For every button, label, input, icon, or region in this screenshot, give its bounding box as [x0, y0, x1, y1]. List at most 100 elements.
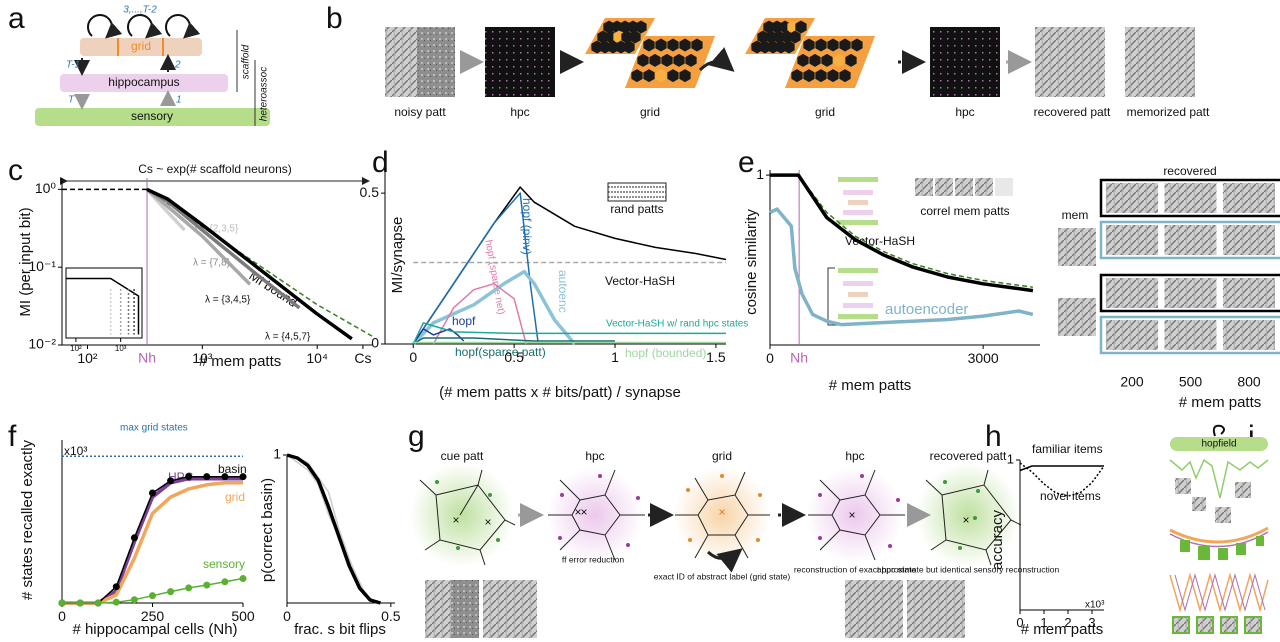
decoration — [976, 489, 980, 493]
decoration — [1236, 543, 1246, 555]
decoration — [419, 469, 516, 566]
series-line — [770, 173, 1034, 293]
decoration: × — [580, 505, 587, 519]
label: grid — [640, 105, 660, 119]
x-tick-label: 10³ — [192, 350, 213, 366]
image-thumb — [1106, 183, 1158, 213]
grid-cell — [643, 69, 655, 83]
decoration — [935, 178, 953, 196]
decoration — [1220, 616, 1238, 634]
series-line — [769, 207, 1034, 327]
label: 3,...,T-2 — [123, 5, 157, 16]
decoration — [435, 480, 439, 484]
panel-a: grid 3,...,T-2 hippocampus sensory T-1 2… — [35, 5, 270, 126]
x-tick-label: 0 — [766, 350, 774, 366]
panel-b: noisy patt hpc grid grid hpc recovered p… — [385, 18, 1210, 119]
decoration — [720, 474, 724, 478]
grid-cell — [679, 69, 691, 83]
series-line — [411, 269, 577, 346]
image-thumb — [1223, 183, 1275, 213]
label: # mem patts — [1179, 394, 1262, 411]
series-line — [146, 187, 353, 341]
panel-label: a — [8, 2, 25, 35]
decoration — [435, 480, 980, 550]
decoration — [848, 292, 868, 297]
label: cue patt — [441, 449, 484, 463]
label: 1 — [176, 95, 182, 106]
decoration — [955, 178, 973, 196]
decoration — [1172, 616, 1262, 634]
point — [130, 534, 138, 542]
label: hopfield — [1201, 439, 1236, 450]
decoration: 2005008003600 — [1106, 183, 1275, 390]
label: x10³ — [1085, 600, 1105, 611]
label: grid — [225, 490, 245, 504]
decoration — [818, 493, 822, 497]
label: # mem patts — [199, 353, 282, 370]
decoration — [35, 108, 270, 126]
image-thumb — [1164, 320, 1217, 350]
image-thumb — [1106, 225, 1158, 255]
grid-cell — [809, 53, 821, 67]
decoration — [560, 493, 564, 497]
decoration — [1099, 178, 1280, 218]
label: # hippocampal cells (Nh) — [72, 621, 237, 638]
label: MI/synapse — [389, 217, 406, 294]
decoration — [1169, 458, 1269, 499]
grid-cell — [783, 40, 795, 54]
decoration — [1058, 298, 1096, 336]
label: recovered patt — [1034, 105, 1111, 119]
label: hopf (pinv) — [520, 198, 534, 255]
x-tick-label: 0 — [58, 608, 66, 624]
decoration — [488, 493, 492, 497]
decoration — [675, 471, 770, 559]
point — [203, 473, 211, 481]
series-line — [412, 337, 615, 345]
image-thumb — [1164, 225, 1217, 255]
series-line — [1019, 465, 1104, 472]
grid-cell — [637, 53, 649, 67]
x-tick-label: 0 — [1016, 615, 1023, 630]
x-tick-label: 10⁴ — [306, 350, 328, 366]
grid-cell — [643, 38, 655, 52]
reference-label: Nh — [790, 350, 808, 366]
panel-label: h — [985, 420, 1002, 453]
grid-cell — [667, 38, 679, 52]
decoration — [607, 182, 667, 202]
chart: 0 1 2 3 1 — [1007, 451, 1105, 630]
label: # states recalled exactly — [19, 439, 36, 600]
decoration — [845, 580, 903, 638]
grid-cell — [635, 20, 647, 34]
grid-cell — [839, 38, 851, 52]
label: hopf(sparse patt) — [455, 345, 546, 359]
decoration — [410, 463, 514, 567]
grid-cell — [631, 69, 643, 83]
decoration — [485, 27, 555, 97]
label: recovered — [1163, 164, 1216, 178]
y-tick-label: 0 — [371, 335, 379, 351]
decoration — [848, 200, 868, 205]
y-tick-label: 10⁻¹ — [28, 258, 56, 274]
point — [185, 584, 193, 592]
label: reconstruction of exact hpc state — [794, 564, 917, 574]
decoration — [930, 27, 1000, 97]
x-tick-label: 1 — [1040, 615, 1047, 630]
decoration — [975, 178, 993, 196]
decoration — [1198, 546, 1210, 560]
point — [130, 596, 138, 604]
grid-cell — [839, 69, 851, 83]
decoration — [838, 220, 878, 225]
decoration — [558, 474, 900, 548]
label: noisy patt — [394, 105, 446, 119]
decoration — [456, 546, 460, 550]
decoration — [888, 544, 892, 548]
x-tick-label: 500 — [1179, 374, 1203, 390]
x-tick-label: 10³ — [115, 344, 127, 353]
decoration — [1099, 220, 1280, 260]
chart: 0 0.5 1 1.5 0 0.5 — [360, 169, 727, 365]
decoration: × — [848, 508, 855, 522]
decoration — [1099, 315, 1280, 355]
decoration — [419, 469, 1022, 566]
label: mem — [1062, 208, 1089, 222]
grid-cell — [803, 69, 815, 83]
